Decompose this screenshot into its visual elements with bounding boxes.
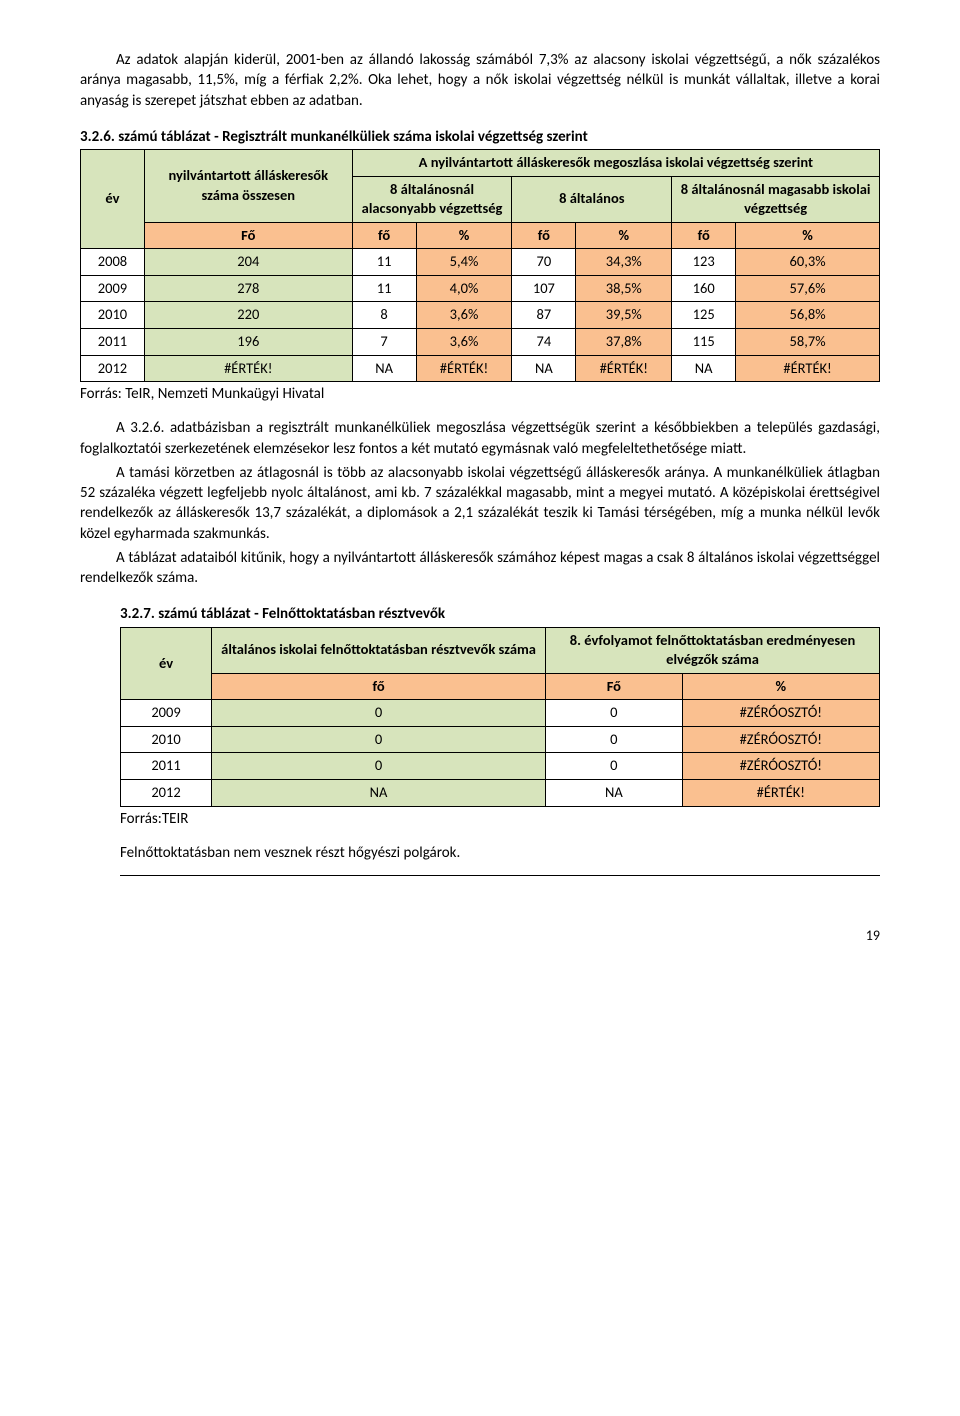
cell: 39,5% (576, 302, 672, 329)
cell: #ZÉRÓOSZTÓ! (682, 726, 879, 753)
t2-h-fo2: Fő (546, 673, 683, 700)
cell: 0 (546, 753, 683, 780)
cell: 2012 (81, 355, 145, 382)
divider (120, 875, 880, 876)
t1-h-pct2: % (576, 222, 672, 249)
cell: #ÉRTÉK! (682, 779, 879, 806)
t2-h-pct: % (682, 673, 879, 700)
table1-source: Forrás: TeIR, Nemzeti Munkaügyi Hivatal (80, 384, 880, 404)
cell: 220 (144, 302, 352, 329)
cell: #ÉRTÉK! (416, 355, 512, 382)
table-row: 201022083,6%8739,5%12556,8% (81, 302, 880, 329)
paragraph-noadult: Felnőttoktatásban nem vesznek részt hőgy… (120, 843, 880, 863)
cell: 70 (512, 249, 576, 276)
cell: 57,6% (736, 275, 880, 302)
t1-h-fo1: Fő (144, 222, 352, 249)
cell: NA (352, 355, 416, 382)
cell: 107 (512, 275, 576, 302)
paragraph-326: A 3.2.6. adatbázisban a regisztrált munk… (80, 418, 880, 459)
cell: 5,4% (416, 249, 512, 276)
cell: 2010 (81, 302, 145, 329)
cell: 4,0% (416, 275, 512, 302)
paragraph-conclusion: A táblázat adataiból kitűnik, hogy a nyi… (80, 548, 880, 589)
page-number: 19 (866, 927, 880, 946)
table-row: 201100#ZÉRÓOSZTÓ! (121, 753, 880, 780)
table-row: 201119673,6%7437,8%11558,7% (81, 328, 880, 355)
cell: 2012 (121, 779, 212, 806)
cell: 11 (352, 249, 416, 276)
cell: 3,6% (416, 302, 512, 329)
cell: 0 (546, 726, 683, 753)
cell: 60,3% (736, 249, 880, 276)
cell: 3,6% (416, 328, 512, 355)
t1-h-fo4: fő (672, 222, 736, 249)
table1-title: 3.2.6. számú táblázat - Regisztrált munk… (80, 127, 880, 147)
table-row: 2008204115,4%7034,3%12360,3% (81, 249, 880, 276)
cell: 74 (512, 328, 576, 355)
cell: 2008 (81, 249, 145, 276)
cell: 0 (212, 753, 546, 780)
table-row: 2012#ÉRTÉK!NA#ÉRTÉK!NA#ÉRTÉK!NA#ÉRTÉK! (81, 355, 880, 382)
page-footer: 19 (80, 916, 880, 946)
table-unemployed-education: év nyilvántartott álláskeresők száma öss… (80, 149, 880, 382)
cell: 8 (352, 302, 416, 329)
cell: 2009 (81, 275, 145, 302)
cell: #ÉRTÉK! (736, 355, 880, 382)
cell: 0 (212, 700, 546, 727)
t1-h-higher: 8 általánosnál magasabb iskolai végzetts… (672, 176, 880, 222)
table-row: 2012NANA#ÉRTÉK! (121, 779, 880, 806)
table-row: 201000#ZÉRÓOSZTÓ! (121, 726, 880, 753)
table-adult-education: év általános iskolai felnőttoktatásban r… (120, 627, 880, 807)
t2-h-fo1: fő (212, 673, 546, 700)
cell: NA (546, 779, 683, 806)
table2-source: Forrás:TEIR (120, 809, 880, 829)
t1-h-pct1: % (416, 222, 512, 249)
t1-h-8gen: 8 általános (512, 176, 672, 222)
cell: 0 (546, 700, 683, 727)
paragraph-tamasi: A tamási körzetben az átlagosnál is több… (80, 463, 880, 544)
t1-h-total: nyilvántartott álláskeresők száma összes… (144, 150, 352, 223)
t1-h-dist: A nyilvántartott álláskeresők megoszlása… (352, 150, 879, 177)
table2-title: 3.2.7. számú táblázat - Felnőttoktatásba… (120, 604, 880, 624)
cell: 196 (144, 328, 352, 355)
cell: 56,8% (736, 302, 880, 329)
cell: 7 (352, 328, 416, 355)
table-row: 200900#ZÉRÓOSZTÓ! (121, 700, 880, 727)
cell: #ÉRTÉK! (576, 355, 672, 382)
cell: 34,3% (576, 249, 672, 276)
t2-h-year: év (121, 627, 212, 700)
cell: #ÉRTÉK! (144, 355, 352, 382)
cell: 87 (512, 302, 576, 329)
t1-h-fo3: fő (512, 222, 576, 249)
t1-h-fo2: fő (352, 222, 416, 249)
cell: 160 (672, 275, 736, 302)
cell: 123 (672, 249, 736, 276)
intro-paragraph: Az adatok alapján kiderül, 2001-ben az á… (80, 50, 880, 111)
t2-h-grade8: 8. évfolyamot felnőttoktatásban eredmény… (546, 627, 880, 673)
cell: 115 (672, 328, 736, 355)
cell: NA (512, 355, 576, 382)
table-row: 2009278114,0%10738,5%16057,6% (81, 275, 880, 302)
cell: 2011 (121, 753, 212, 780)
cell: 204 (144, 249, 352, 276)
cell: 38,5% (576, 275, 672, 302)
cell: 125 (672, 302, 736, 329)
cell: 11 (352, 275, 416, 302)
t1-h-pct3: % (736, 222, 880, 249)
cell: 37,8% (576, 328, 672, 355)
cell: 2011 (81, 328, 145, 355)
cell: 0 (212, 726, 546, 753)
t2-h-part: általános iskolai felnőttoktatásban rész… (212, 627, 546, 673)
t1-h-year: év (81, 150, 145, 249)
cell: #ZÉRÓOSZTÓ! (682, 700, 879, 727)
cell: NA (212, 779, 546, 806)
t1-h-lower: 8 általánosnál alacsonyabb végzettség (352, 176, 512, 222)
cell: 2009 (121, 700, 212, 727)
cell: 58,7% (736, 328, 880, 355)
cell: 2010 (121, 726, 212, 753)
cell: #ZÉRÓOSZTÓ! (682, 753, 879, 780)
cell: NA (672, 355, 736, 382)
cell: 278 (144, 275, 352, 302)
